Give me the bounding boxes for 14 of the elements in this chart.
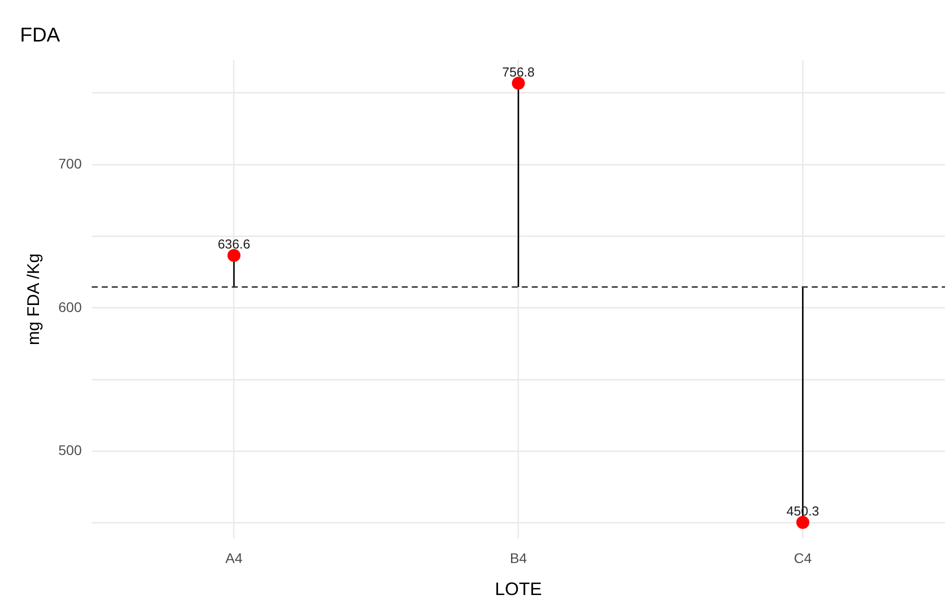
y-tick-label: 700	[58, 155, 82, 172]
x-tick-label: C4	[794, 550, 812, 566]
data-label: 756.8	[502, 64, 535, 80]
y-axis-title: mg FDA /Kg	[24, 253, 43, 346]
data-label: 636.6	[218, 236, 250, 252]
chart-title: FDA	[20, 24, 61, 47]
point	[227, 248, 240, 262]
point	[512, 76, 525, 90]
x-axis-title: LOTE	[494, 579, 542, 600]
point	[796, 516, 810, 529]
y-tick-label: 500	[58, 442, 82, 458]
y-tick-label: 600	[58, 298, 82, 315]
x-tick-label: A4	[225, 550, 243, 566]
x-tick-label: B4	[510, 550, 528, 566]
